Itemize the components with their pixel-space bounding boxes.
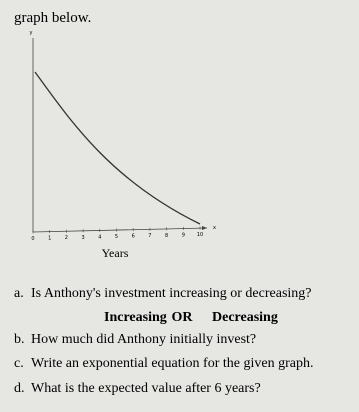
x-axis-arrow — [202, 226, 207, 230]
question-label: b. — [14, 332, 25, 347]
x-axis — [32, 227, 208, 233]
question-text: How much did Anthony initially invest? — [31, 332, 256, 347]
decay-curve — [34, 71, 201, 225]
x-tick-label: 5 — [115, 234, 118, 240]
x-tick-label: 9 — [182, 232, 185, 238]
question-text: Write an exponential equation for the gi… — [31, 356, 313, 371]
question-label: c. — [14, 356, 24, 371]
x-axis-label: x — [213, 225, 216, 231]
x-tick-label: 4 — [98, 234, 101, 240]
x-tick-label: 10 — [197, 232, 203, 238]
x-title: Years — [102, 246, 129, 260]
x-tick-label: 1 — [48, 236, 51, 242]
question-text: What is the expected value after 6 years… — [31, 381, 261, 396]
y-axis-label: y — [30, 30, 33, 36]
question-label: a. — [14, 286, 24, 301]
choice: Decreasing — [212, 310, 278, 325]
x-tick-label: 2 — [65, 235, 68, 241]
question-label: d. — [14, 381, 25, 396]
x-tick-label: 0 — [31, 236, 34, 242]
header-text: graph below. — [14, 10, 91, 26]
question-text: Is Anthony's investment increasing or de… — [31, 286, 312, 301]
x-tick-label: 6 — [132, 234, 135, 240]
x-ticks: 0 1 2 3 4 5 6 7 8 9 10 — [31, 226, 203, 242]
x-tick-label: 8 — [165, 233, 168, 239]
x-tick-label: 7 — [148, 233, 151, 239]
choice-separator: OR — [172, 310, 194, 325]
x-tick-label: 3 — [82, 235, 85, 241]
choice: Increasing — [104, 310, 167, 325]
